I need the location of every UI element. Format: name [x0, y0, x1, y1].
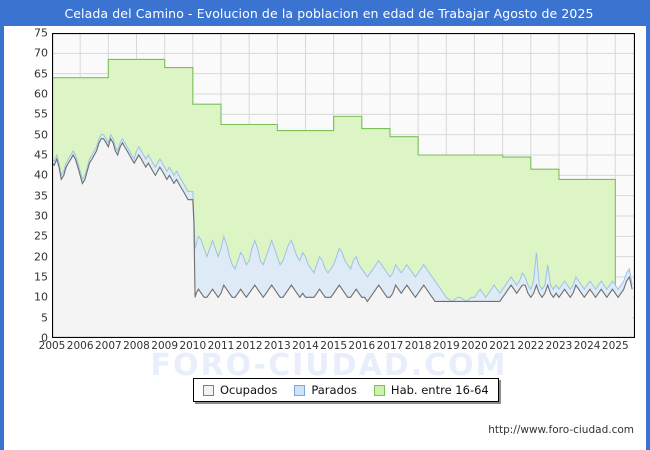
y-tick-label: 10 [34, 290, 48, 304]
x-tick-label: 2020 [461, 340, 488, 352]
x-tick-label: 2024 [573, 340, 601, 352]
x-tick-label: 2007 [94, 340, 122, 352]
x-tick-label: 2022 [517, 340, 545, 352]
chart-legend: Ocupados Parados Hab. entre 16-64 [193, 378, 499, 402]
x-axis: 2005 2006 2007 2008 2009 2010 2011 2012 2013 2014… [39, 340, 635, 358]
legend-swatch-icon [203, 384, 214, 396]
x-tick-label: 2012 [235, 340, 263, 352]
legend-item[interactable]: Ocupados [203, 383, 277, 397]
x-tick-label: 2017 [376, 340, 404, 352]
chart-svg [52, 33, 635, 338]
x-tick-label: 2021 [489, 340, 516, 352]
x-tick-label: 2018 [404, 340, 432, 352]
y-tick-label: 35 [34, 189, 48, 203]
y-tick-label: 50 [34, 128, 48, 142]
x-tick-label: 2016 [348, 340, 376, 352]
x-tick-label: 2015 [320, 340, 348, 352]
legend-swatch-icon [294, 384, 306, 396]
legend-label: Ocupados [220, 383, 278, 397]
y-axis: 0 5 10 15 20 25 30 35 40 45 50 55 60 65 70 75 [4, 27, 48, 345]
legend-item[interactable]: Hab. entre 16-64 [373, 383, 489, 397]
x-tick-label: 2010 [179, 340, 207, 352]
legend-label: Hab. entre 16-64 [390, 383, 489, 397]
y-tick-label: 55 [34, 107, 48, 121]
x-tick-label: 2013 [263, 340, 291, 352]
legend-item[interactable]: Parados [294, 383, 357, 397]
y-tick-label: 70 [34, 46, 48, 60]
y-tick-label: 20 [34, 250, 48, 264]
page-title: Celada del Camino - Evolucion de la pobl… [64, 5, 594, 21]
y-tick-label: 45 [34, 148, 48, 162]
x-tick-label: 2023 [545, 340, 573, 352]
x-tick-label: 2008 [123, 340, 150, 352]
y-tick-label: 25 [34, 229, 48, 243]
legend-label: Parados [311, 383, 357, 397]
x-tick-label: 2025 [601, 340, 629, 352]
y-tick-label: 5 [41, 311, 48, 325]
x-tick-label: 2014 [292, 340, 319, 352]
x-tick-label: 2005 [38, 340, 66, 352]
window-title-bar: Celada del Camino - Evolucion de la pobl… [4, 0, 650, 26]
x-tick-label: 2006 [66, 340, 94, 352]
plot-area [52, 33, 635, 338]
x-tick-label: 2009 [151, 340, 179, 352]
y-tick-label: 0 [41, 331, 48, 345]
legend-swatch-icon [373, 384, 385, 396]
x-tick-label: 2019 [432, 340, 460, 352]
y-tick-label: 65 [34, 67, 48, 81]
x-tick-label: 2011 [207, 340, 235, 352]
y-tick-label: 15 [34, 270, 48, 284]
y-tick-label: 30 [34, 209, 48, 223]
y-tick-label: 40 [34, 168, 48, 182]
y-tick-label: 60 [34, 87, 48, 101]
footer-url: http://www.foro-ciudad.com [488, 424, 634, 436]
y-tick-label: 75 [34, 26, 48, 40]
